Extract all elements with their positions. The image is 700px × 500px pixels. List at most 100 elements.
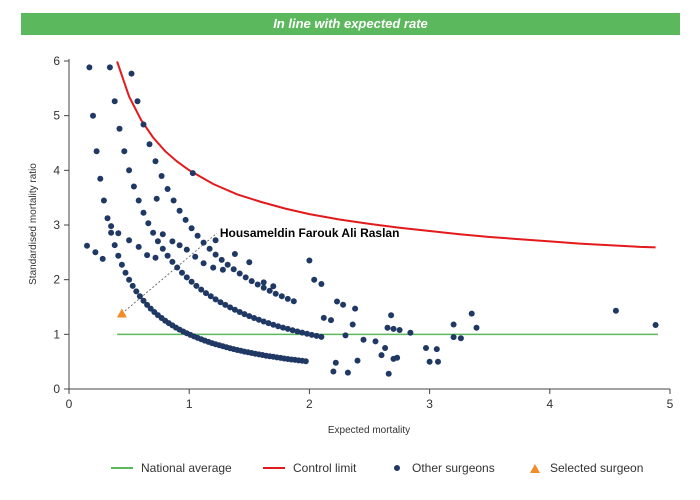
other-surgeon-point [272,290,279,297]
other-surgeon-point [311,276,318,283]
other-surgeon-point [115,252,122,259]
other-surgeon-point [206,245,213,252]
other-surgeon-point [340,301,347,308]
other-surgeon-point [372,338,379,345]
other-surgeon-point [170,197,177,204]
funnel-plot: 0 1 2 3 4 5 0 1 2 3 4 5 6 Expected mortality Standar… [28,54,674,436]
y-tick-label: 3 [53,218,60,232]
other-surgeon-point [435,358,441,365]
other-surgeon-point [212,251,219,258]
other-surgeon-point [203,290,209,297]
other-surgeon-point [318,281,325,287]
other-surgeon-point [118,261,125,268]
other-surgeon-point [246,259,253,266]
other-surgeon-point [133,288,140,295]
legend-line-icon [111,467,133,469]
result-banner: In line with expected rate [21,13,680,35]
legend-dot-icon [394,465,400,471]
y-tick-label: 5 [53,109,60,123]
other-surgeon-point [176,207,183,214]
y-tick-label: 4 [53,163,60,177]
other-surgeon-point [176,242,183,249]
y-tick-label: 0 [53,382,60,396]
other-surgeon-point [210,264,217,271]
other-surgeon-point [294,328,301,335]
other-surgeon-point [248,278,255,285]
legend-line-icon [263,467,285,469]
other-surgeon-point [108,223,115,230]
other-surgeon-point [423,345,429,351]
other-surgeon-point [241,311,248,318]
other-surgeon-point [260,318,267,325]
other-surgeon-point [193,282,200,289]
other-surgeon-point [289,327,296,334]
other-surgeon-point [194,232,201,239]
other-surgeon-point [378,352,385,359]
legend-label: Other surgeons [412,461,495,475]
selected-surgeon-point [116,308,127,318]
other-surgeon-point [164,252,171,259]
other-surgeon-point [242,274,249,281]
other-surgeon-point [352,305,359,312]
x-tick-label: 5 [667,397,674,411]
other-surgeon-point [182,216,189,223]
data-marks [84,61,659,377]
other-surgeon-point [189,170,196,177]
axes: 0 1 2 3 4 5 0 1 2 3 4 5 6 [53,54,673,411]
other-surgeon-point [115,230,122,237]
other-surgeon-point [284,325,291,332]
other-surgeon-point [93,148,100,155]
other-surgeon-point [188,278,195,285]
other-surgeon-point [407,329,414,336]
legend: National average Control limit Other sur… [0,458,700,478]
other-surgeon-point [174,264,181,271]
other-surgeon-point [457,335,464,342]
other-surgeon-point [299,329,306,336]
other-surgeon-point [145,220,152,227]
other-surgeon-point [198,286,205,293]
legend-label: National average [141,461,232,475]
other-surgeon-point [236,270,243,277]
x-tick-label: 4 [546,397,553,411]
other-surgeon-point [332,359,339,366]
other-surgeon-point [360,336,367,343]
other-surgeon-point [224,261,231,268]
other-surgeon-point [426,358,433,365]
legend-label: Selected surgeon [550,461,644,475]
other-surgeon-point [344,369,351,376]
legend-item-control-limit: Control limit [263,458,356,478]
other-surgeon-point [135,243,142,250]
other-surgeon-point [146,141,153,148]
legend-item-other-surgeons: Other surgeons [388,458,495,478]
other-surgeon-point [100,197,107,204]
other-surgeon-point [306,257,313,264]
other-surgeon-point [200,260,207,267]
legend-label: Control limit [293,461,357,475]
other-surgeon-point [136,293,143,300]
other-surgeon-point [130,183,137,190]
other-surgeon-point [152,254,159,261]
other-surgeon-point [266,287,273,294]
other-surgeon-point [134,98,141,105]
legend-triangle-icon [530,463,540,473]
other-surgeon-point [385,370,392,377]
other-surgeon-point [382,345,389,351]
x-axis-label: Expected mortality [328,425,410,436]
other-surgeon-point [390,325,397,332]
other-surgeon-point [92,249,99,256]
other-surgeon-point [183,274,190,281]
other-surgeon-point [231,251,238,257]
other-surgeon-point [265,320,272,327]
other-surgeon-point [275,323,282,330]
other-surgeon-point [260,279,267,286]
other-surgeon-point [152,158,159,165]
other-surgeon-point [354,357,361,364]
other-surgeon-point [108,229,115,236]
other-surgeon-point [388,312,395,319]
other-surgeon-point [188,225,195,232]
other-surgeon-point [153,195,160,202]
other-surgeon-point [468,310,475,317]
other-surgeon-point [129,282,136,289]
other-surgeon-point [144,252,151,259]
other-surgeon-point [140,209,147,216]
